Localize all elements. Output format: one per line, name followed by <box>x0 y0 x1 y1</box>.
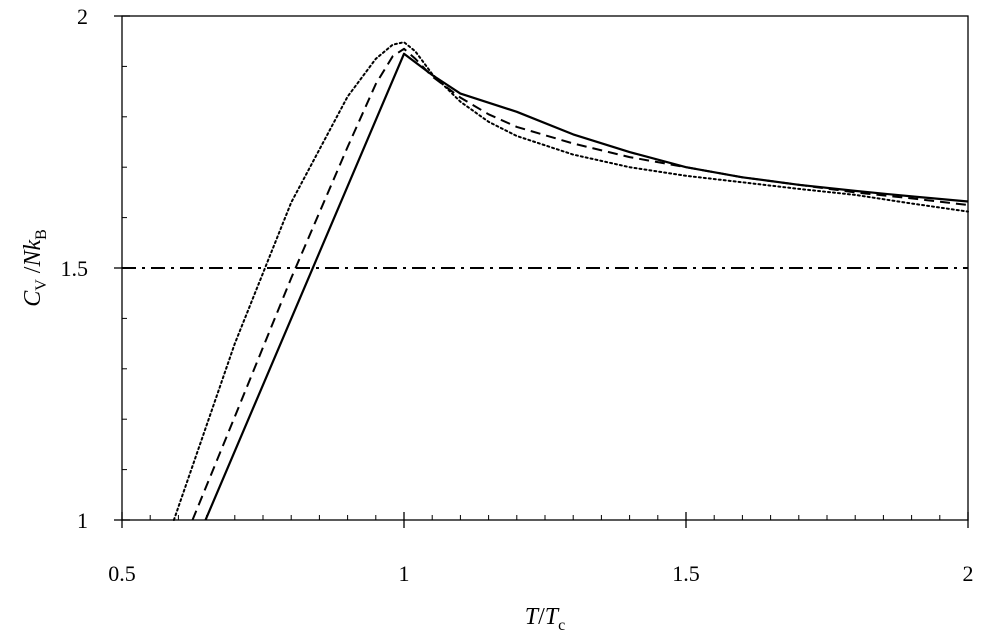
x-tick-label: 1 <box>399 561 410 586</box>
y-tick-label: 1 <box>77 508 88 533</box>
x-tick-label: 1.5 <box>672 561 700 586</box>
x-axis-title: T/Tc <box>525 604 566 634</box>
minor-ticks <box>122 65 941 520</box>
tick-labels: 0.5 1 1.5 2 1 1.5 2 <box>61 4 974 586</box>
y-tick-label: 2 <box>77 4 88 29</box>
series-dashed-line <box>191 47 969 521</box>
y-axis-title: CV /NkB <box>20 229 50 307</box>
x-tick-label: 0.5 <box>108 561 136 586</box>
series-dotted-line <box>172 41 969 521</box>
x-tick-label: 2 <box>963 561 974 586</box>
series-layer <box>122 41 969 521</box>
y-tick-label: 1.5 <box>61 256 89 281</box>
series-solid-line <box>204 52 969 521</box>
major-ticks <box>114 15 969 528</box>
